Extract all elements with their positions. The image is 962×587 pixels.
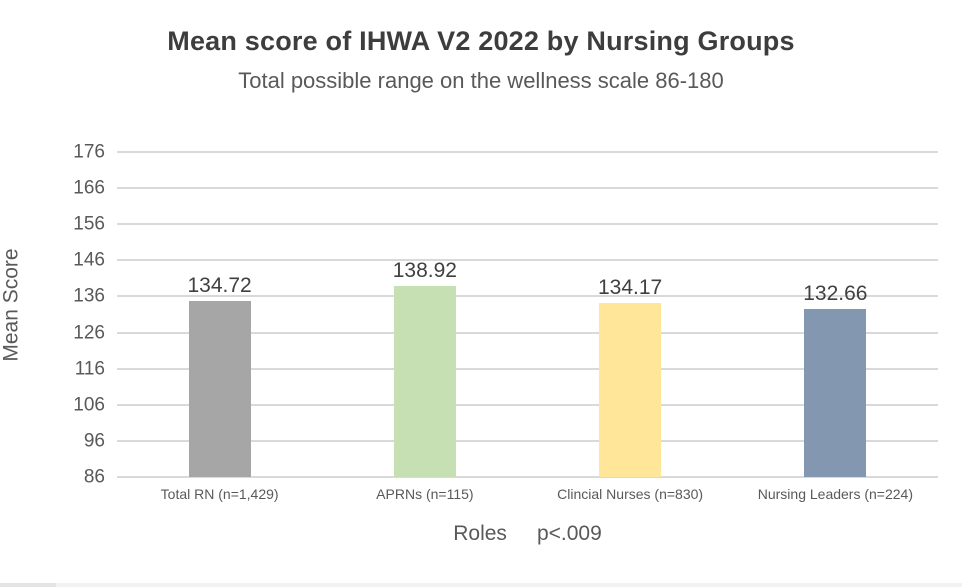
y-tick-label-146: 146 <box>73 249 105 271</box>
chart-title: Mean score of IHWA V2 2022 by Nursing Gr… <box>167 26 795 56</box>
gridline-106 <box>117 403 938 406</box>
y-tick-label-126: 126 <box>73 322 105 344</box>
bar-0 <box>188 301 251 477</box>
plot-area: 134.72 138.92 134.17 132.66 <box>117 151 938 478</box>
bar-2 <box>599 303 662 477</box>
bar-3 <box>804 308 867 477</box>
x-category-label-3: Nursing Leaders (n=224) <box>757 486 913 502</box>
x-axis-caption: Roles p<.009 <box>117 522 938 546</box>
bar-value-label-1: 138.92 <box>392 258 457 282</box>
bar-series: 134.72 138.92 134.17 132.66 <box>117 152 938 477</box>
bottom-edge-line <box>0 583 962 587</box>
gridline-146 <box>117 259 938 262</box>
y-tick-label-166: 166 <box>73 177 105 199</box>
y-tick-label-106: 106 <box>73 394 105 416</box>
gridline-136 <box>117 295 938 298</box>
bar-slot-3: 132.66 <box>733 152 938 477</box>
bar-value-label-2: 134.17 <box>598 276 663 300</box>
bar-value-label-3: 132.66 <box>803 281 868 305</box>
y-tick-label-176: 176 <box>73 141 105 163</box>
gridline-86 <box>117 476 938 478</box>
bar-slot-0: 134.72 <box>117 152 322 477</box>
gridline-96 <box>117 439 938 442</box>
y-axis-tick-labels: 86 96 106 116 126 136 146 156 166 176 <box>0 143 105 487</box>
bar-1 <box>393 285 456 477</box>
y-tick-label-86: 86 <box>83 466 105 488</box>
y-tick-label-156: 156 <box>73 213 105 235</box>
chart-subtitle: Total possible range on the wellness sca… <box>238 68 724 93</box>
x-category-label-2: Clincial Nurses (n=830) <box>557 486 704 502</box>
bar-slot-1: 138.92 <box>322 152 527 477</box>
y-tick-label-96: 96 <box>83 430 105 452</box>
bar-value-label-0: 134.72 <box>187 274 252 298</box>
gridline-116 <box>117 367 938 370</box>
x-axis-category-labels: Total RN (n=1,429) APRNs (n=115) Clincial … <box>117 486 938 502</box>
bar-slot-2: 134.17 <box>528 152 733 477</box>
gridline-176 <box>117 151 938 153</box>
gridline-156 <box>117 223 938 226</box>
x-category-label-0: Total RN (n=1,429) <box>160 486 279 502</box>
gridline-126 <box>117 331 938 334</box>
y-tick-label-116: 116 <box>74 358 105 380</box>
gridline-166 <box>117 187 938 190</box>
x-axis-title: Roles <box>453 522 507 545</box>
p-value-annotation: p<.009 <box>536 522 602 545</box>
bottom-edge-line-left <box>0 583 56 587</box>
y-tick-label-136: 136 <box>73 285 105 307</box>
x-category-label-1: APRNs (n=115) <box>376 486 474 502</box>
